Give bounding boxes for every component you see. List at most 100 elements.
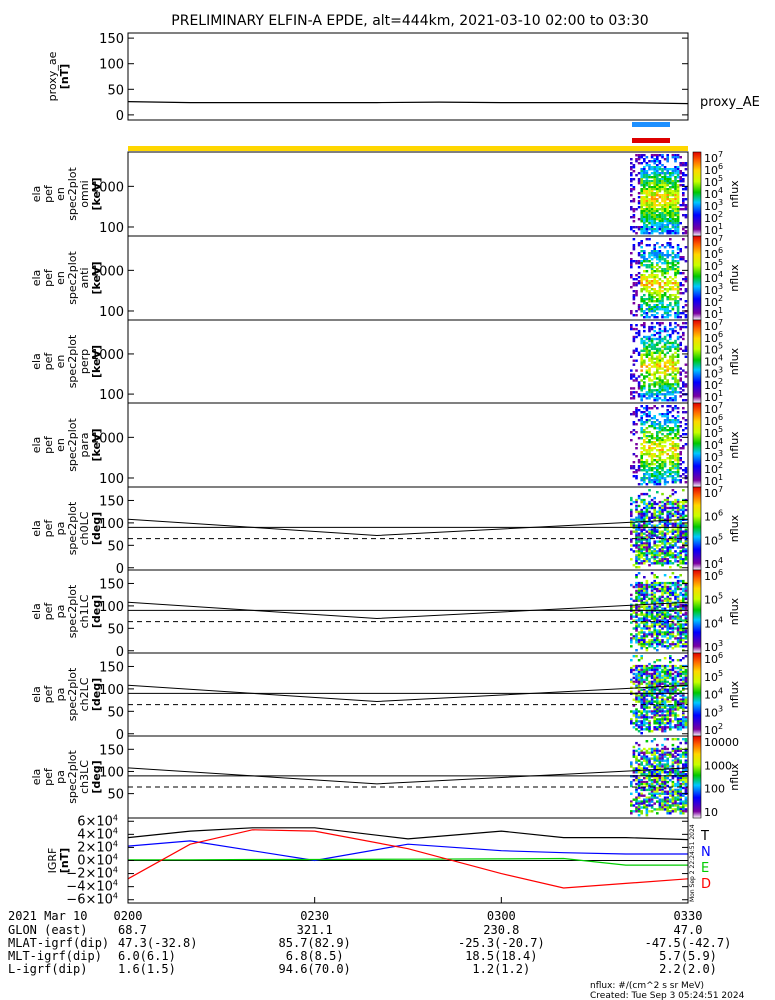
heatmap-cell bbox=[658, 676, 662, 680]
heatmap-cell bbox=[640, 694, 643, 697]
heatmap-cell bbox=[663, 306, 667, 309]
heatmap-cell bbox=[653, 300, 656, 303]
heatmap-cell bbox=[661, 280, 664, 283]
heatmap-cell bbox=[674, 351, 677, 354]
heatmap-cell bbox=[684, 722, 688, 725]
heatmap-cell bbox=[671, 708, 675, 711]
heatmap-cell bbox=[682, 678, 685, 682]
heatmap-cell bbox=[661, 621, 664, 624]
heatmap-cell bbox=[663, 389, 667, 392]
heatmap-cell bbox=[658, 449, 662, 452]
heatmap-cell bbox=[648, 190, 651, 193]
heatmap-cell bbox=[666, 611, 669, 614]
heatmap-cell bbox=[666, 680, 669, 684]
heatmap-cell bbox=[632, 188, 636, 191]
heatmap-cell bbox=[648, 502, 651, 506]
heatmap-cell bbox=[640, 800, 643, 803]
heatmap-cell bbox=[656, 419, 659, 422]
heatmap-cell bbox=[684, 682, 688, 685]
heatmap-cell bbox=[645, 587, 649, 591]
heatmap-cell bbox=[632, 198, 636, 201]
heatmap-cell bbox=[658, 284, 662, 287]
heatmap-cell bbox=[674, 798, 677, 801]
heatmap-cell bbox=[684, 528, 688, 531]
heatmap-cell bbox=[653, 166, 656, 169]
heatmap-cell bbox=[669, 204, 672, 207]
heatmap-cell bbox=[650, 800, 654, 803]
heatmap-cell bbox=[640, 617, 643, 620]
heatmap-cell bbox=[635, 292, 638, 295]
heatmap-cell bbox=[656, 182, 659, 185]
heatmap-cell bbox=[650, 180, 654, 183]
heatmap-cell bbox=[645, 463, 649, 466]
heatmap-cell bbox=[650, 154, 654, 157]
heatmap-cell bbox=[656, 666, 659, 670]
heatmap-cell bbox=[643, 546, 646, 549]
ytick-label: 1000 bbox=[91, 180, 124, 195]
heatmap-cell bbox=[653, 467, 656, 470]
heatmap-cell bbox=[650, 395, 654, 398]
heatmap-cell bbox=[661, 252, 664, 255]
heatmap-cell bbox=[666, 520, 669, 523]
heatmap-cell bbox=[676, 190, 680, 193]
heatmap-cell bbox=[661, 254, 664, 257]
legend-proxy-ae: proxy_AE bbox=[700, 95, 760, 110]
heatmap-cell bbox=[635, 290, 638, 293]
heatmap-cell bbox=[643, 316, 646, 319]
heatmap-cell bbox=[645, 232, 649, 235]
heatmap-cell bbox=[661, 405, 664, 408]
heatmap-cell bbox=[671, 198, 675, 201]
heatmap-cell bbox=[671, 643, 675, 646]
heatmap-cell bbox=[630, 763, 633, 766]
heatmap-cell bbox=[684, 467, 688, 470]
heatmap-cell bbox=[643, 718, 646, 721]
heatmap-cell bbox=[650, 625, 654, 628]
heatmap-cell bbox=[658, 228, 662, 231]
heatmap-cell bbox=[656, 534, 659, 537]
heatmap-cell bbox=[658, 512, 662, 516]
heatmap-cell bbox=[656, 629, 659, 632]
heatmap-cell bbox=[653, 718, 656, 721]
heatmap-cell bbox=[676, 172, 680, 175]
heatmap-cell bbox=[635, 294, 638, 297]
heatmap-cell bbox=[650, 266, 654, 269]
heatmap-cell bbox=[663, 258, 667, 261]
heatmap-cell bbox=[676, 256, 680, 259]
heatmap-cell bbox=[635, 160, 638, 163]
heatmap-cell bbox=[640, 676, 643, 680]
heatmap-cell bbox=[635, 546, 638, 549]
heatmap-cell bbox=[656, 168, 659, 171]
heatmap-cell bbox=[669, 337, 672, 341]
colorbar-tick: 1000 bbox=[704, 759, 732, 772]
heatmap-cell bbox=[674, 477, 677, 480]
heatmap-cell bbox=[650, 160, 654, 163]
heatmap-cell bbox=[650, 220, 654, 223]
heatmap-cell bbox=[674, 379, 677, 382]
heatmap-cell bbox=[684, 796, 688, 799]
heatmap-cell bbox=[635, 314, 638, 317]
colorbar-gradient bbox=[692, 486, 702, 571]
heatmap-cell bbox=[653, 676, 656, 680]
heatmap-cell bbox=[658, 266, 662, 269]
heatmap-cell bbox=[676, 200, 680, 203]
heatmap-cell bbox=[671, 777, 675, 780]
panel-frame bbox=[127, 569, 689, 654]
heatmap-cell bbox=[666, 421, 669, 424]
heatmap-cell bbox=[640, 542, 643, 545]
heatmap-cell bbox=[684, 536, 688, 539]
heatmap-cell bbox=[682, 238, 685, 241]
heatmap-cell bbox=[663, 226, 667, 229]
series-E bbox=[128, 857, 688, 866]
heatmap-cell bbox=[658, 779, 662, 782]
heatmap-cell bbox=[643, 453, 646, 456]
heatmap-cell bbox=[645, 534, 649, 537]
heatmap-cell bbox=[640, 397, 643, 400]
heatmap-cell bbox=[640, 550, 643, 553]
heatmap-cell bbox=[658, 246, 662, 249]
heatmap-cell bbox=[674, 688, 677, 691]
heatmap-cell bbox=[676, 552, 680, 555]
heatmap-cell bbox=[648, 782, 651, 786]
heatmap-cell bbox=[669, 471, 672, 474]
heatmap-cell bbox=[676, 230, 680, 233]
heatmap-cell bbox=[658, 331, 662, 335]
